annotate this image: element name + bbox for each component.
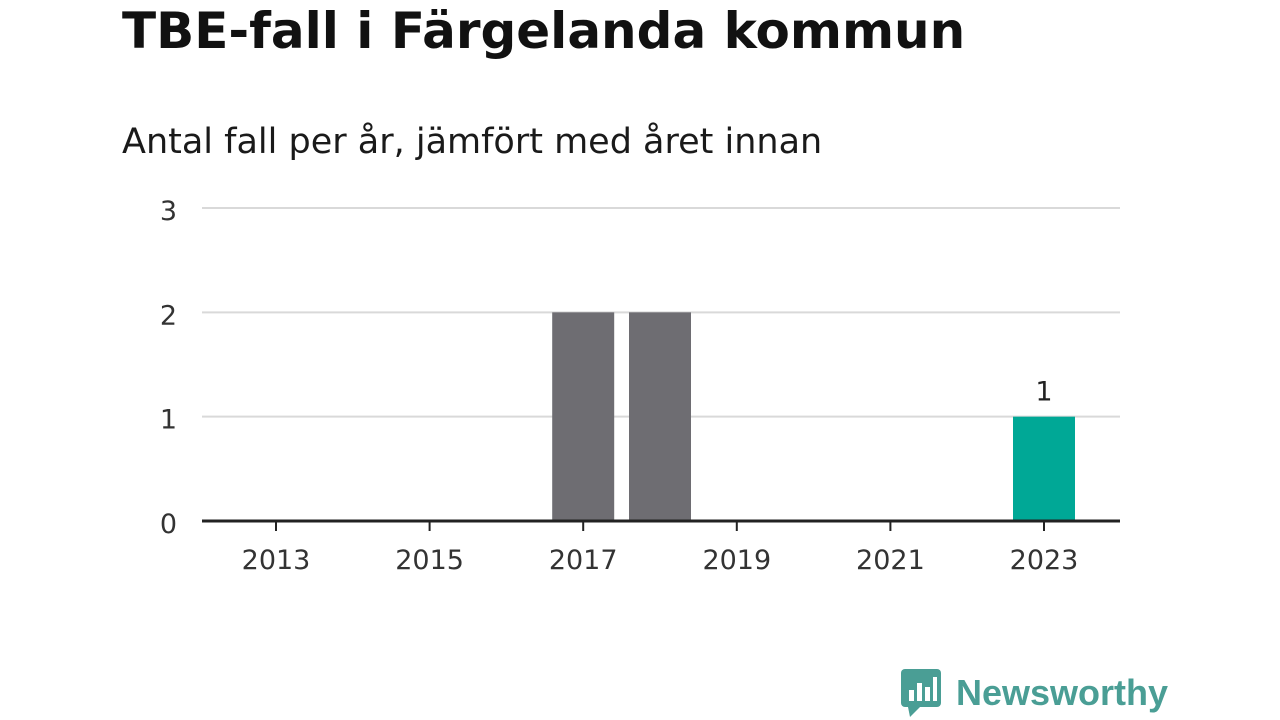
y-tick-label: 3: [160, 196, 177, 227]
y-tick-label: 2: [160, 300, 177, 331]
bar: [552, 312, 615, 521]
y-tick-label: 0: [160, 509, 177, 540]
chart-title: TBE-fall i Färgelanda kommun: [122, 2, 966, 60]
x-tick-label: 2021: [856, 545, 925, 576]
x-tick-label: 2015: [395, 545, 464, 576]
x-tick-label: 2013: [242, 545, 311, 576]
x-tick-label: 2017: [549, 545, 618, 576]
x-tick-label: 2023: [1010, 545, 1079, 576]
x-tick-label: 2019: [702, 545, 771, 576]
brand-name: Newsworthy: [956, 672, 1169, 713]
chart-subtitle: Antal fall per år, jämfört med året inna…: [122, 122, 823, 162]
brand-logo: Newsworthy: [900, 668, 1168, 718]
newsworthy-logo-icon: [901, 669, 941, 717]
bar: [1013, 416, 1075, 521]
bar-chart: 0 1 2 3 1 2013 2015 2017 2019 2021 2023: [160, 196, 1120, 576]
y-tick-label: 1: [160, 405, 177, 436]
bar: [629, 312, 691, 521]
data-label: 1: [1035, 377, 1052, 408]
